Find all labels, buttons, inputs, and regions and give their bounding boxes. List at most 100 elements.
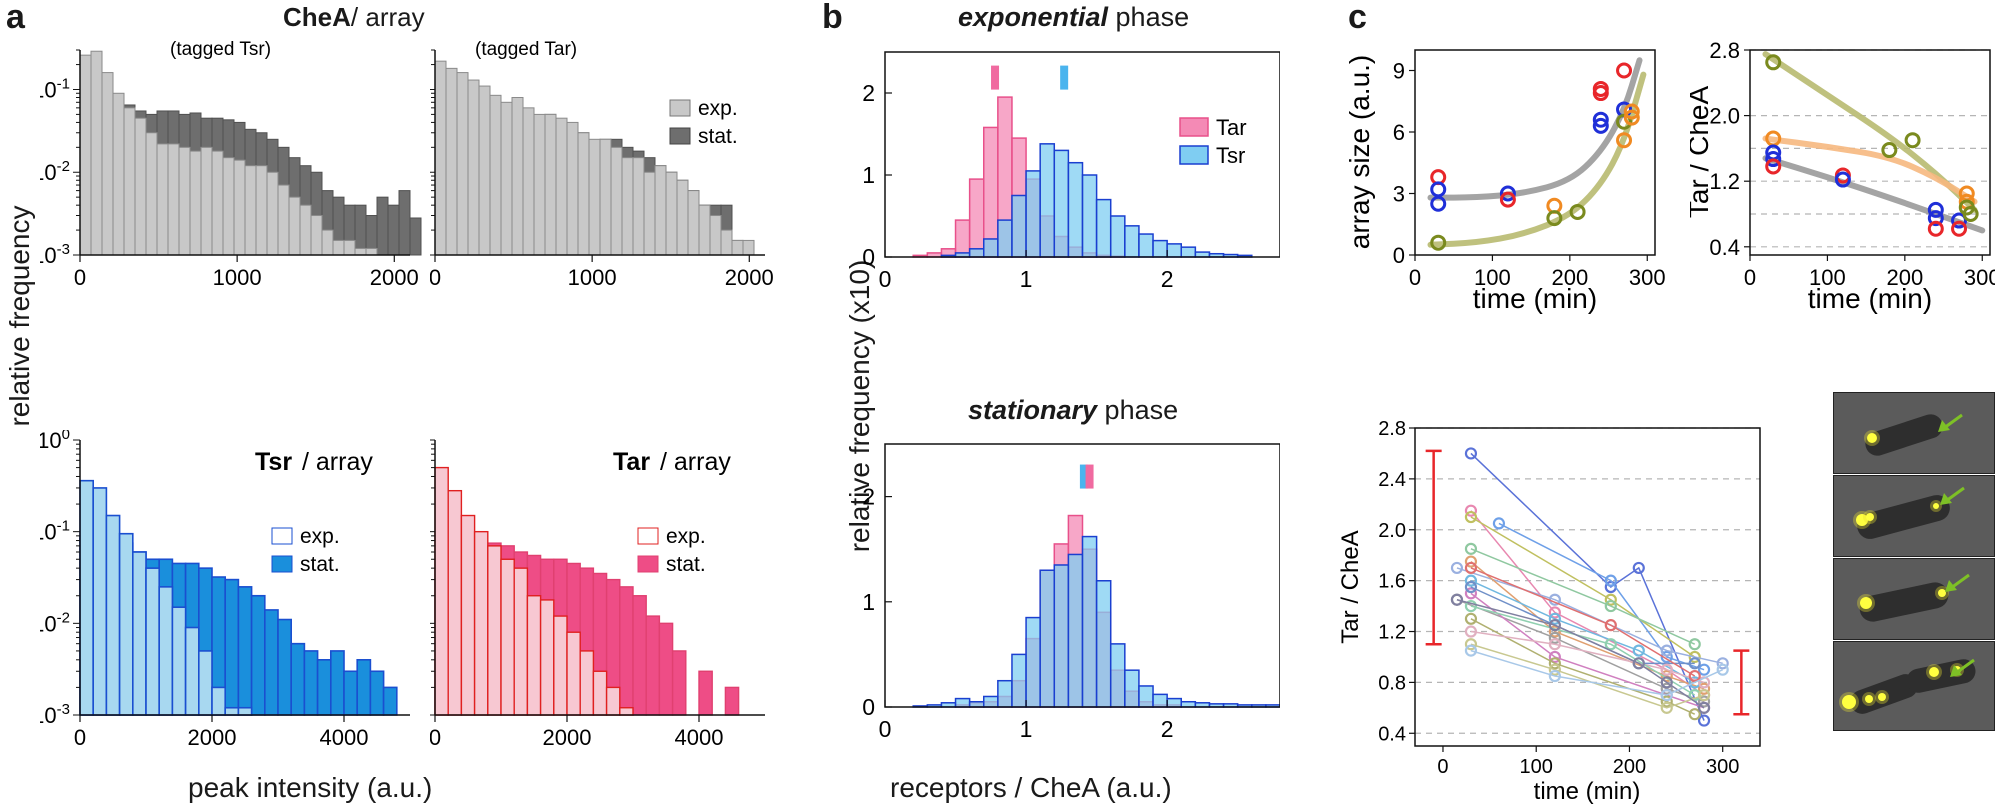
cell-point-2-2 xyxy=(1660,650,1673,664)
cell-point-9-0 xyxy=(1464,587,1478,600)
exp-bar-27 xyxy=(731,239,744,256)
exp-bar-10 xyxy=(211,686,226,716)
cell-trace-10 xyxy=(1470,618,1696,715)
stat-bar-13 xyxy=(250,594,266,716)
x-tick-label: 0 xyxy=(1437,756,1448,778)
exp-bar-1 xyxy=(445,67,458,256)
data-point-8 xyxy=(1904,132,1921,149)
x-tick-label: 200 xyxy=(1886,265,1923,290)
cell-point-4-2 xyxy=(1660,644,1673,657)
arrow-shaft xyxy=(1943,413,1963,430)
x-tick-label: 200 xyxy=(1551,265,1588,290)
exp-bar-13 xyxy=(577,132,590,256)
tsr-bar-5 xyxy=(983,238,999,258)
x-tick-label: 0 xyxy=(1744,265,1756,290)
exp-bar-9 xyxy=(533,113,546,256)
x-tick-label: 100 xyxy=(1520,756,1553,778)
tsr-bar-16 xyxy=(1138,233,1154,258)
tsr-bar-10 xyxy=(1053,149,1070,258)
cell-point-17-0 xyxy=(1464,644,1478,657)
exp-bar-0 xyxy=(434,60,447,256)
cell-point-0-3 xyxy=(1697,714,1711,727)
y-tick-label: 0.8 xyxy=(1378,672,1406,694)
stat-bar-27 xyxy=(376,196,389,256)
x-tick-label: 200 xyxy=(1613,756,1646,778)
cell-trace-6 xyxy=(1470,560,1705,690)
legend-swatch-tar xyxy=(1179,117,1209,137)
y-tick-label: 2.4 xyxy=(1378,469,1406,491)
exp-bar-11 xyxy=(200,146,213,256)
chart-b-stationary: 0 1 2 0 1 2 xyxy=(862,443,1280,742)
cell-point-10-0 xyxy=(1464,612,1478,625)
panel-a-top-title-rest: / array xyxy=(350,2,425,32)
data-point-4 xyxy=(1499,185,1516,202)
data-point-2 xyxy=(1430,195,1447,212)
stat-bar-16 xyxy=(290,642,306,716)
panel-b-bottom-title-bold: stationary xyxy=(968,395,1098,425)
cell-point-17-1 xyxy=(1548,669,1561,683)
cell-point-6-3 xyxy=(1697,682,1711,695)
tsr-bar-19 xyxy=(1180,246,1197,258)
y-tick-label: 1.2 xyxy=(1709,169,1740,194)
stat-bar-20 xyxy=(343,670,358,716)
cell-point-5-2 xyxy=(1688,638,1701,651)
exp-bar-17 xyxy=(621,157,634,256)
tsr-bar-6 xyxy=(983,695,999,708)
panel-c-label: c xyxy=(1348,0,1367,36)
data-point-7 xyxy=(1546,210,1563,227)
plot-frame xyxy=(884,51,1280,258)
data-point-11 xyxy=(1927,220,1944,237)
exp-bar-13 xyxy=(605,686,621,716)
plot-frame xyxy=(1414,49,1656,256)
x-tick-label: 300 xyxy=(1629,265,1666,290)
stat-bar-17 xyxy=(658,622,674,716)
tar-bar-5 xyxy=(983,126,999,258)
exp-bar-11 xyxy=(579,650,595,716)
exp-bar-9 xyxy=(198,650,213,716)
y-tick-label: 2.8 xyxy=(1709,40,1740,63)
data-point-13 xyxy=(1616,62,1633,79)
cell-point-15-4 xyxy=(1697,701,1711,714)
tsr-bar-11 xyxy=(1053,564,1070,708)
legend-swatch xyxy=(637,555,659,573)
stat-bar-16 xyxy=(645,615,661,716)
x-tick-label: 2000 xyxy=(543,725,592,750)
cell-point-7-2 xyxy=(1660,682,1673,695)
panel-a-xlabel: peak intensity (a.u.) xyxy=(188,772,433,803)
exp-bar-3 xyxy=(467,79,480,256)
fluor-spot-2 xyxy=(1933,503,1939,509)
x-tick-label: 0 xyxy=(879,266,892,292)
exp-bar-0 xyxy=(79,54,92,256)
c-cells-xlabel: time (min) xyxy=(1534,778,1641,805)
tsr-bar-12 xyxy=(1081,174,1098,258)
tar-bar-4 xyxy=(968,178,985,258)
cell-trace-12 xyxy=(1470,630,1705,684)
tsr-bar-19 xyxy=(1166,697,1182,708)
cell-point-14-3 xyxy=(1697,689,1711,702)
exp-bar-26 xyxy=(720,229,733,256)
tsr-bar-15 xyxy=(1109,643,1126,708)
fluor-spot-0 xyxy=(1856,514,1868,526)
x-tick-label: 300 xyxy=(1706,756,1739,778)
chart-a-tsr: 10-3 10-2 10-1 100 0 2000 4000 Tsr / array exp. st… xyxy=(40,430,410,750)
legend-swatch xyxy=(669,99,691,117)
data-point-9 xyxy=(1927,201,1944,218)
x-tick-label: 0 xyxy=(430,725,441,750)
cell-point-10-2 xyxy=(1660,695,1673,708)
exp-bar-10 xyxy=(189,150,202,256)
exp-bar-10 xyxy=(566,631,581,716)
fit-curve-0 xyxy=(1762,51,1978,213)
panel-b-top-title-rest: phase xyxy=(1108,2,1190,32)
exp-bar-23 xyxy=(687,190,700,256)
tsr-bar-11 xyxy=(1067,161,1084,258)
y-tick-label: 9 xyxy=(1393,59,1405,84)
y-tick-label: 10-1 xyxy=(40,518,70,545)
exp-bar-3 xyxy=(473,530,489,716)
exp-bar-14 xyxy=(233,159,246,256)
y-tick-label: 10-3 xyxy=(40,241,70,268)
stat-bar-15 xyxy=(632,595,647,716)
c-array-size-ylabel: array size (a.u.) xyxy=(1345,55,1375,250)
exp-bar-6 xyxy=(513,567,529,716)
cell-point-10-3 xyxy=(1688,708,1701,721)
cell-point-2-0 xyxy=(1492,517,1506,530)
